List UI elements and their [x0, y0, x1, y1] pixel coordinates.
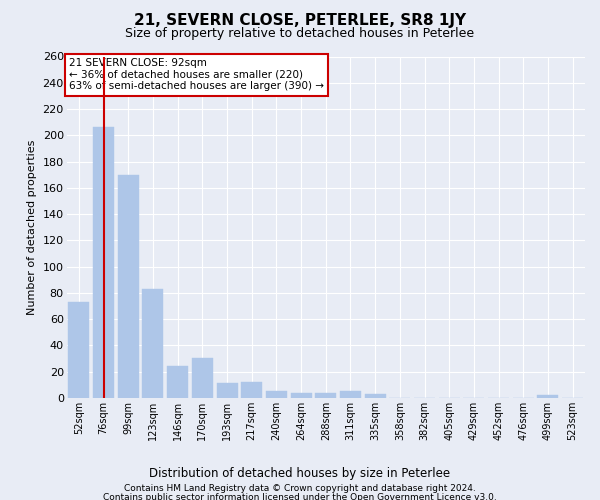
Bar [538, 395, 559, 398]
Bar [217, 384, 238, 398]
Bar [290, 392, 311, 398]
Bar [192, 358, 213, 398]
Bar [266, 392, 287, 398]
Text: Contains HM Land Registry data © Crown copyright and database right 2024.: Contains HM Land Registry data © Crown c… [124, 484, 476, 493]
Bar [241, 382, 262, 398]
Bar [167, 366, 188, 398]
Bar [315, 392, 336, 398]
Text: 21, SEVERN CLOSE, PETERLEE, SR8 1JY: 21, SEVERN CLOSE, PETERLEE, SR8 1JY [134, 12, 466, 28]
Bar [142, 289, 163, 398]
Text: Size of property relative to detached houses in Peterlee: Size of property relative to detached ho… [125, 28, 475, 40]
Text: 21 SEVERN CLOSE: 92sqm
← 36% of detached houses are smaller (220)
63% of semi-de: 21 SEVERN CLOSE: 92sqm ← 36% of detached… [69, 58, 324, 92]
Text: Distribution of detached houses by size in Peterlee: Distribution of detached houses by size … [149, 468, 451, 480]
Text: Contains public sector information licensed under the Open Government Licence v3: Contains public sector information licen… [103, 492, 497, 500]
Bar [365, 394, 386, 398]
Bar [93, 128, 114, 398]
Bar [68, 302, 89, 398]
Bar [340, 392, 361, 398]
Y-axis label: Number of detached properties: Number of detached properties [27, 140, 37, 315]
Bar [118, 174, 139, 398]
